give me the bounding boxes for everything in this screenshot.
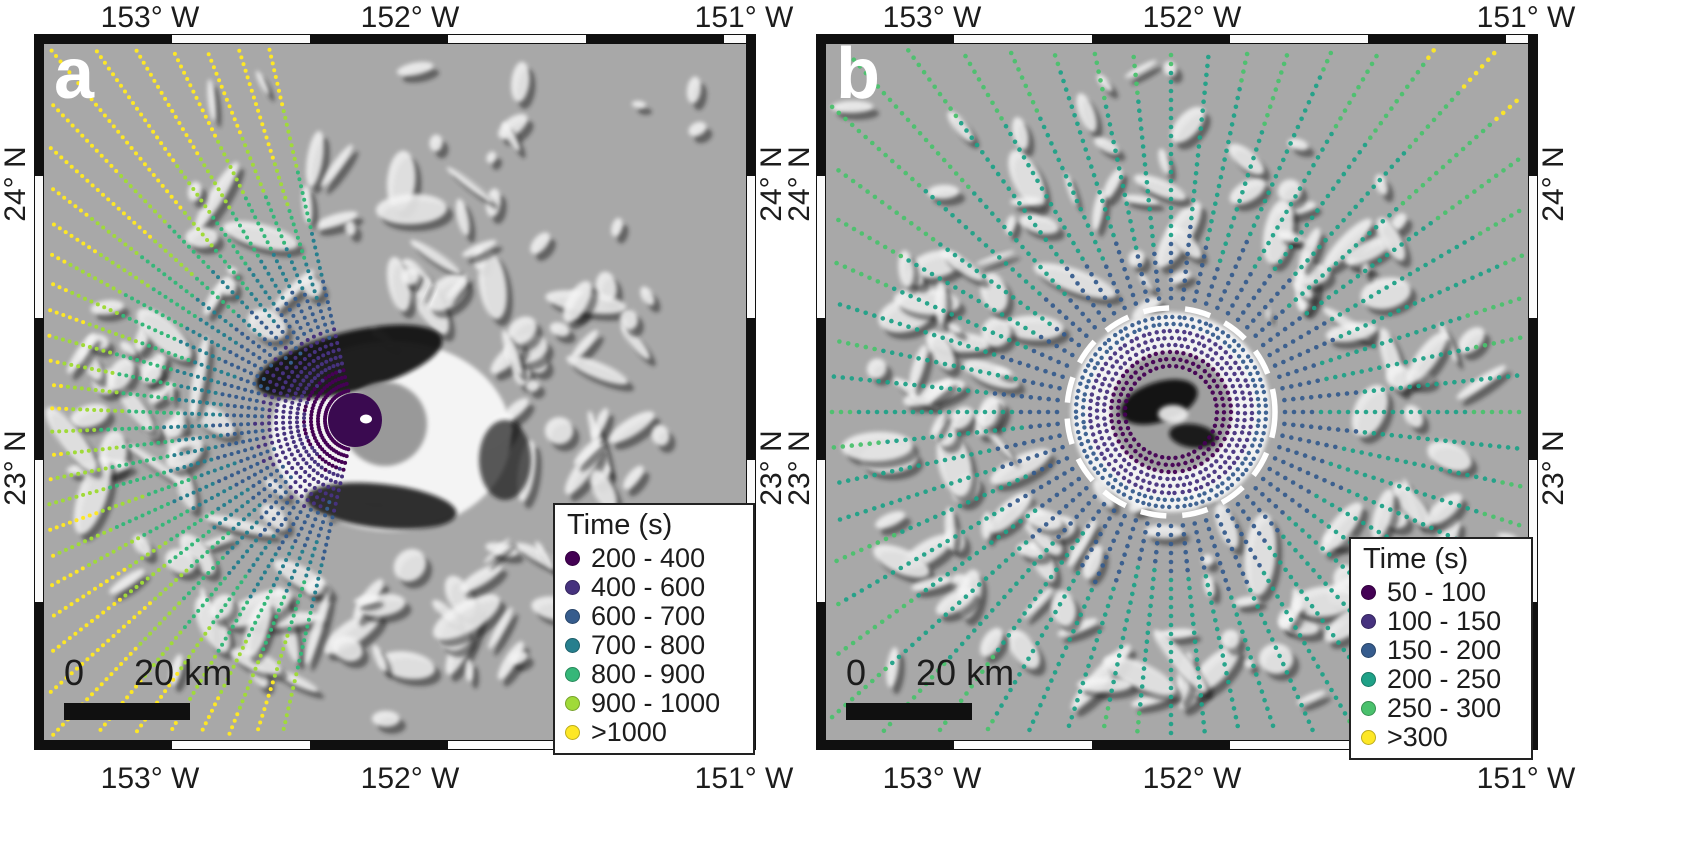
- scalebar-distance-label: 20 km: [134, 652, 233, 693]
- legend-label: 250 - 300: [1387, 693, 1502, 723]
- legend-swatch: [1361, 585, 1376, 600]
- legend-swatch: [1361, 701, 1376, 716]
- lon-label: 151° W: [1476, 1, 1576, 34]
- legend-swatch: [565, 696, 580, 711]
- legend-label: >1000: [591, 717, 667, 747]
- lon-label: 151° W: [694, 1, 794, 34]
- legend-b: Time (s) 50 - 100 100 - 150 150 - 200 20…: [1349, 537, 1533, 760]
- frame-edge-top: [816, 34, 1538, 44]
- legend-label: 150 - 200: [1387, 635, 1502, 665]
- lon-label: 153° W: [100, 1, 200, 34]
- legend-label: 100 - 150: [1387, 606, 1502, 636]
- legend-row: 250 - 300: [1361, 693, 1523, 723]
- frame-corner: [746, 34, 756, 44]
- legend-label: 600 - 700: [591, 601, 706, 631]
- scalebar-text: 0 20 km: [64, 652, 232, 694]
- panel-letter-b: b: [836, 34, 880, 114]
- frame-corner: [34, 740, 44, 750]
- legend-title: Time (s): [1363, 543, 1469, 575]
- frame-edge-right: [746, 34, 756, 750]
- lon-label: 152° W: [1142, 1, 1242, 34]
- legend-label: 900 - 1000: [591, 688, 721, 718]
- scalebar-b: 0 20 km: [846, 652, 1014, 720]
- legend-label: 700 - 800: [591, 630, 706, 660]
- legend-label: 400 - 600: [591, 572, 706, 602]
- legend-row: 50 - 100: [1361, 577, 1523, 607]
- lat-label: 23° N: [0, 430, 32, 506]
- legend-label: 200 - 250: [1387, 664, 1502, 694]
- legend-label: 50 - 100: [1387, 577, 1487, 607]
- legend-swatch: [565, 551, 580, 566]
- legend-a: Time (s) 200 - 400 400 - 600 600 - 700 7…: [553, 503, 755, 755]
- frame-corner: [816, 34, 826, 44]
- legend-swatch: [1361, 643, 1376, 658]
- legend-row: 600 - 700: [565, 601, 745, 631]
- lon-label: 151° W: [1476, 762, 1576, 795]
- frame-edge-top: [34, 34, 756, 44]
- legend-label: 800 - 900: [591, 659, 706, 689]
- legend-swatch: [565, 609, 580, 624]
- legend-row: 200 - 400: [565, 543, 745, 573]
- legend-swatch: [1361, 730, 1376, 745]
- lat-label: 23° N: [783, 430, 816, 506]
- legend-row: 200 - 250: [1361, 664, 1523, 694]
- frame-corner: [816, 740, 826, 750]
- scalebar-bar: [64, 703, 190, 720]
- lon-label: 152° W: [360, 1, 460, 34]
- scalebar-zero-label: 0: [846, 652, 867, 693]
- legend-row: 150 - 200: [1361, 635, 1523, 665]
- frame-edge-left: [816, 34, 826, 750]
- lon-label: 153° W: [882, 762, 982, 795]
- lon-label: 151° W: [694, 762, 794, 795]
- legend-row: 800 - 900: [565, 659, 745, 689]
- legend-row: 700 - 800: [565, 630, 745, 660]
- map-panel-a: a 0 20 km Time (s) 200 - 400 400 - 600 6…: [34, 34, 756, 755]
- lat-label: 24° N: [0, 146, 32, 222]
- legend-swatch: [565, 667, 580, 682]
- legend-title: Time (s): [567, 509, 673, 541]
- legend-swatch: [565, 580, 580, 595]
- map-panel-b: b 0 20 km Time (s) 50 - 100 100 - 150 15…: [816, 34, 1538, 760]
- frame-edge-bottom: [816, 740, 1538, 750]
- lat-label: 24° N: [1537, 146, 1570, 222]
- legend-label: >300: [1387, 722, 1448, 752]
- legend-row: >1000: [565, 717, 745, 747]
- legend-label: 200 - 400: [591, 543, 706, 573]
- legend-swatch: [1361, 672, 1376, 687]
- legend-swatch: [1361, 614, 1376, 629]
- frame-corner: [1528, 34, 1538, 44]
- scalebar-text: 0 20 km: [846, 652, 1014, 694]
- legend-row: 400 - 600: [565, 572, 745, 602]
- legend-row: 900 - 1000: [565, 688, 745, 718]
- panel-letter-a: a: [54, 34, 95, 114]
- legend-row: 100 - 150: [1361, 606, 1523, 636]
- frame-edge-bottom: [34, 740, 756, 750]
- scalebar-distance-label: 20 km: [916, 652, 1015, 693]
- map-b-canvas: [826, 44, 1528, 740]
- scalebar-a: 0 20 km: [64, 652, 232, 720]
- legend-swatch: [565, 638, 580, 653]
- lon-label: 153° W: [882, 1, 982, 34]
- scalebar-zero-label: 0: [64, 652, 85, 693]
- lon-label: 152° W: [1142, 762, 1242, 795]
- lat-label: 23° N: [1537, 430, 1570, 506]
- scalebar-bar: [846, 703, 972, 720]
- frame-corner: [34, 34, 44, 44]
- frame-edge-right: [1528, 34, 1538, 750]
- frame-corner: [1528, 740, 1538, 750]
- legend-swatch: [565, 725, 580, 740]
- lat-label: 24° N: [783, 146, 816, 222]
- frame-edge-left: [34, 34, 44, 750]
- lon-label: 153° W: [100, 762, 200, 795]
- legend-row: >300: [1361, 722, 1523, 752]
- lon-label: 152° W: [360, 762, 460, 795]
